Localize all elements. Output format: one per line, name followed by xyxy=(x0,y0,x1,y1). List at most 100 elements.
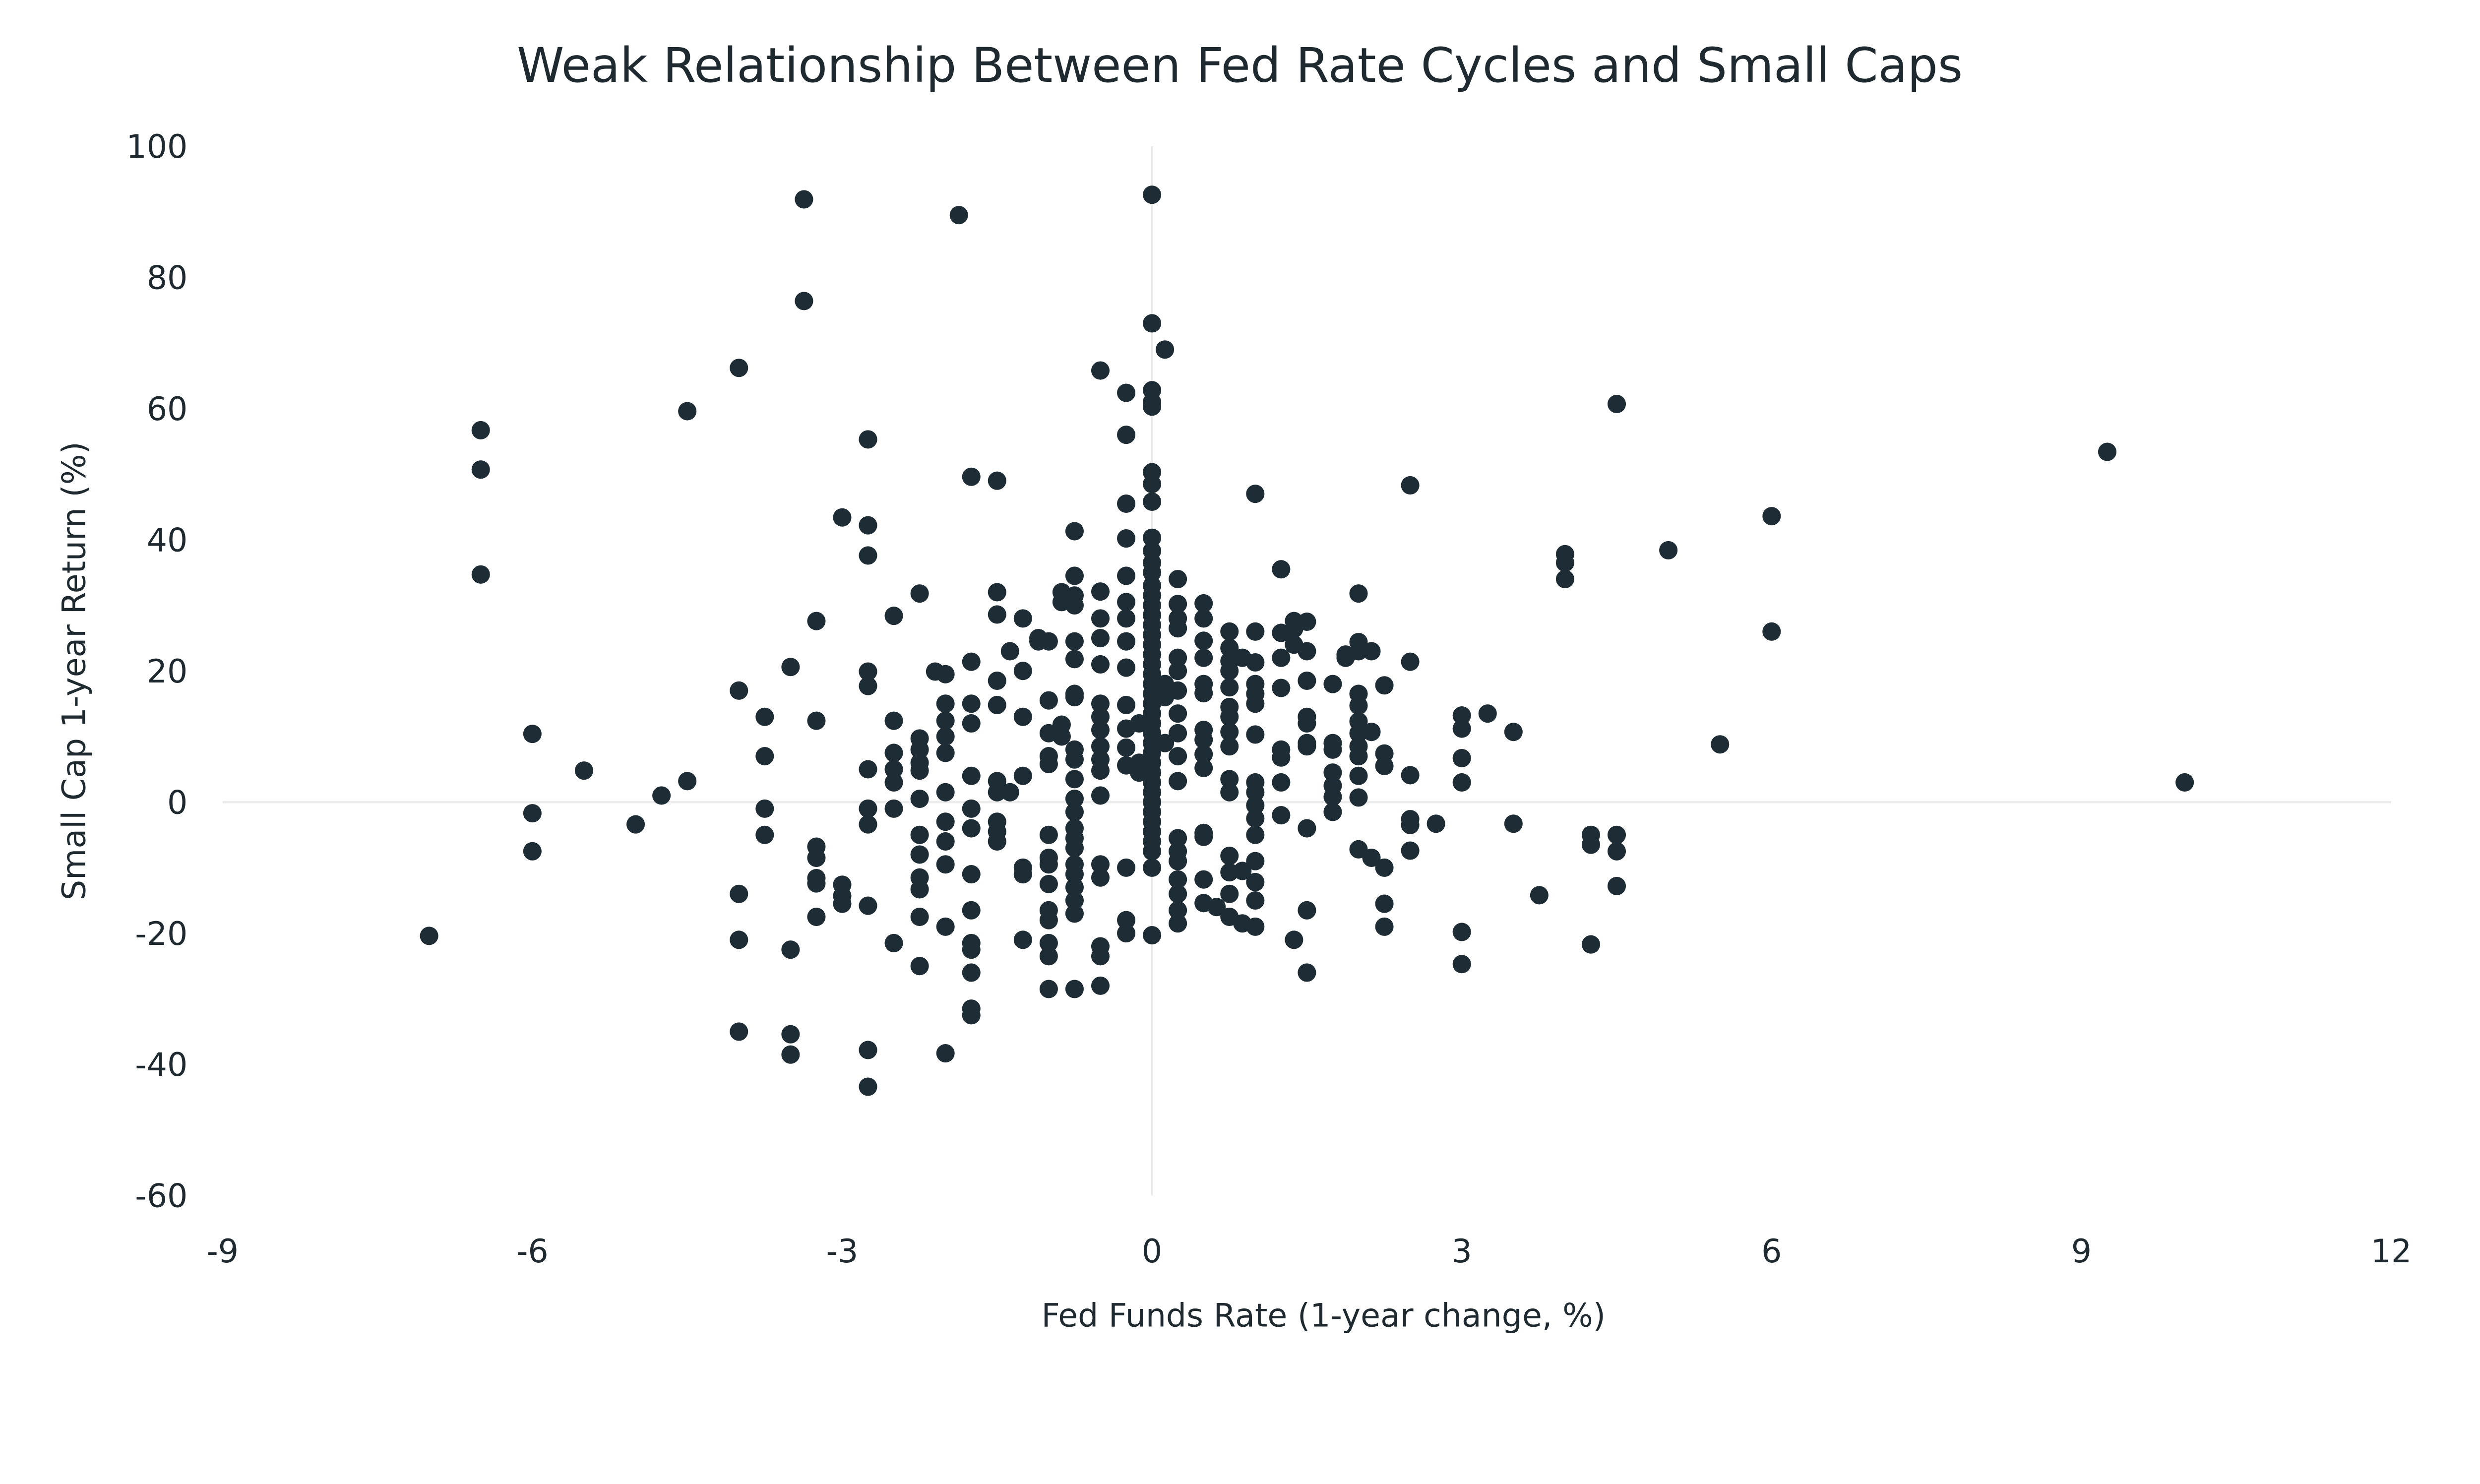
data-point xyxy=(1143,186,1162,204)
data-point xyxy=(1349,747,1368,766)
data-point xyxy=(420,927,438,945)
data-point xyxy=(1581,835,1601,854)
data-point xyxy=(1169,704,1187,723)
data-point xyxy=(936,812,955,831)
data-point xyxy=(1143,842,1162,861)
data-point xyxy=(910,740,929,759)
data-point xyxy=(1323,763,1342,782)
y-tick-label: -60 xyxy=(135,1178,187,1215)
x-tick-label: -6 xyxy=(516,1233,549,1270)
data-point xyxy=(962,940,981,959)
data-point xyxy=(1091,947,1110,966)
data-point xyxy=(1194,827,1213,846)
data-point xyxy=(1065,566,1084,585)
data-point xyxy=(936,694,955,713)
data-point xyxy=(1220,662,1239,680)
data-point xyxy=(1246,917,1265,936)
data-point xyxy=(1246,796,1265,815)
data-point xyxy=(1065,904,1084,923)
data-point xyxy=(523,842,542,861)
data-point xyxy=(1246,694,1265,713)
data-point xyxy=(1116,632,1136,651)
x-tick-label: -9 xyxy=(206,1233,239,1270)
data-point xyxy=(1143,475,1162,494)
data-point xyxy=(807,711,826,730)
data-point xyxy=(962,963,981,982)
data-point xyxy=(1323,740,1342,759)
data-point xyxy=(1091,655,1110,674)
data-point xyxy=(859,677,877,695)
data-point xyxy=(1194,745,1213,764)
data-point xyxy=(2175,773,2194,792)
y-tick-label: 20 xyxy=(147,653,188,690)
data-point xyxy=(910,907,929,927)
data-point xyxy=(471,421,490,439)
data-point xyxy=(1116,529,1136,548)
data-point xyxy=(1220,678,1239,697)
data-point xyxy=(859,1041,877,1059)
y-tick-label: 100 xyxy=(126,128,187,166)
data-point xyxy=(949,206,968,225)
data-point xyxy=(1091,721,1110,740)
data-point xyxy=(1298,671,1316,690)
data-point xyxy=(523,725,542,743)
data-point xyxy=(1039,855,1058,874)
data-point xyxy=(988,832,1006,851)
y-tick-label: 40 xyxy=(147,522,188,559)
data-point xyxy=(1065,878,1084,897)
data-point xyxy=(1362,848,1381,867)
data-point xyxy=(1065,980,1084,998)
data-point xyxy=(1452,748,1471,768)
data-point xyxy=(1065,865,1084,884)
data-point xyxy=(1607,876,1626,895)
data-point xyxy=(936,665,955,683)
data-point xyxy=(1065,596,1084,615)
data-point xyxy=(755,707,774,726)
data-point xyxy=(1169,852,1187,870)
data-point xyxy=(1401,841,1420,860)
data-point xyxy=(1039,825,1058,844)
data-point xyxy=(1091,694,1110,713)
data-point xyxy=(1065,522,1084,541)
data-point xyxy=(1220,847,1239,866)
data-point xyxy=(1169,681,1187,700)
data-point xyxy=(962,652,981,671)
data-points xyxy=(420,186,2194,1096)
data-point xyxy=(1555,570,1574,589)
data-point xyxy=(1091,707,1110,726)
x-tick-label: 3 xyxy=(1452,1233,1472,1270)
data-point xyxy=(1116,593,1136,612)
data-point xyxy=(1298,612,1316,631)
data-point xyxy=(1220,707,1239,726)
data-point xyxy=(884,607,903,625)
data-point xyxy=(1143,314,1162,333)
data-point xyxy=(884,799,903,818)
data-point xyxy=(1065,789,1084,808)
data-point xyxy=(1272,648,1291,667)
data-point xyxy=(1169,570,1187,589)
data-point xyxy=(936,917,955,936)
data-point xyxy=(1091,786,1110,805)
data-point xyxy=(884,773,903,792)
data-point xyxy=(1220,783,1239,802)
data-point xyxy=(1323,803,1342,821)
data-point xyxy=(678,772,697,791)
x-tick-label: 0 xyxy=(1142,1233,1162,1270)
data-point xyxy=(1762,622,1781,641)
data-point xyxy=(962,766,981,785)
data-point xyxy=(1298,737,1316,756)
data-point xyxy=(962,819,981,838)
data-point xyxy=(936,711,955,730)
data-point xyxy=(1169,648,1187,667)
data-point xyxy=(859,516,877,535)
data-point xyxy=(859,815,877,834)
data-point xyxy=(1065,632,1084,651)
data-point xyxy=(962,901,981,920)
data-point xyxy=(1169,870,1187,889)
data-point xyxy=(795,292,813,310)
data-point xyxy=(1762,507,1781,526)
data-point xyxy=(2098,442,2117,461)
data-point xyxy=(1323,788,1342,806)
data-point xyxy=(1246,783,1265,802)
data-point xyxy=(1607,825,1626,844)
